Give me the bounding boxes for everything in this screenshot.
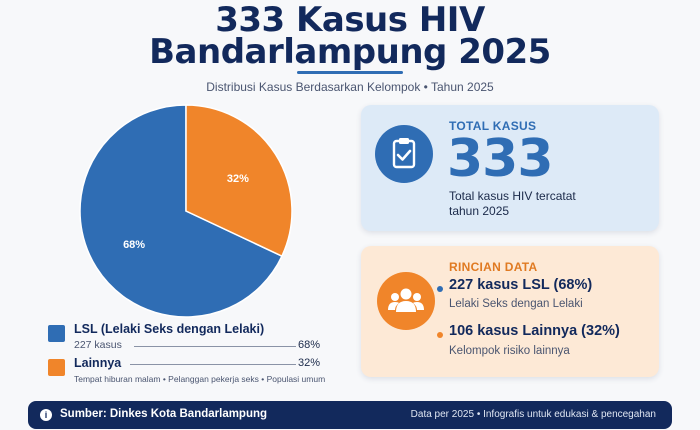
page-subtitle: Distribusi Kasus Berdasarkan Kelompok • … bbox=[206, 80, 494, 94]
bullet-dot-lainnya bbox=[437, 332, 443, 338]
info-icon: i bbox=[40, 409, 52, 421]
total-desc-line2: tahun 2025 bbox=[449, 204, 510, 218]
clipboard-check-icon bbox=[375, 125, 433, 183]
total-cases-value: 333 bbox=[447, 129, 554, 189]
legend-count-lsl: 227 kasus bbox=[74, 339, 122, 351]
total-card-description: Total kasus HIV tercatat tahun 2025 bbox=[449, 189, 639, 219]
legend-item-lsl: LSL (Lelaki Seks dengan Lelaki) 227 kasu… bbox=[48, 322, 338, 356]
detail-item-lainnya-title: 106 kasus Lainnya (32%) bbox=[449, 323, 620, 339]
legend-note: Tempat hiburan malam • Pelanggan pekerja… bbox=[74, 374, 326, 384]
total-card: TOTAL KASUS 333 Total kasus HIV tercatat… bbox=[361, 105, 659, 231]
total-card-label: TOTAL KASUS bbox=[449, 119, 537, 133]
legend-leader-line bbox=[130, 364, 296, 365]
detail-card-label: RINCIAN DATA bbox=[449, 260, 538, 274]
pie-data-label-lsl: 68% bbox=[123, 239, 145, 251]
detail-card: RINCIAN DATA 227 kasus LSL (68%) Lelaki … bbox=[361, 246, 659, 377]
legend-pct-lainnya: 32% bbox=[297, 357, 320, 369]
footer-source: Sumber: Dinkes Kota Bandarlampung bbox=[60, 408, 268, 420]
title-underline bbox=[297, 71, 403, 74]
page-title-line2: Bandarlampung 2025 bbox=[149, 32, 551, 72]
legend-pct-lsl: 68% bbox=[297, 339, 320, 351]
page-title-line1: 333 Kasus HIV bbox=[215, 0, 485, 40]
bullet-dot-lsl bbox=[437, 286, 443, 292]
legend-label-lsl: LSL (Lelaki Seks dengan Lelaki) bbox=[74, 322, 265, 336]
people-group-icon bbox=[377, 272, 435, 330]
detail-item-lsl-title: 227 kasus LSL (68%) bbox=[449, 277, 593, 293]
total-desc-line1: Total kasus HIV tercatat bbox=[449, 189, 576, 203]
legend-label-lainnya: Lainnya bbox=[74, 356, 122, 370]
pie-slice-lainnya bbox=[185, 104, 293, 258]
legend-swatch-lsl bbox=[48, 325, 65, 342]
pie-chart: 68% 32% bbox=[79, 104, 293, 318]
pie-slice-lsl bbox=[79, 104, 283, 318]
footer-bar: i Sumber: Dinkes Kota Bandarlampung Data… bbox=[28, 401, 672, 429]
pie-data-label-lainnya: 32% bbox=[227, 173, 249, 185]
legend-swatch-lainnya bbox=[48, 359, 65, 376]
legend-item-lainnya: Lainnya 32% bbox=[48, 356, 338, 390]
detail-item-lsl-sub: Lelaki Seks dengan Lelaki bbox=[449, 298, 583, 310]
chart-legend: LSL (Lelaki Seks dengan Lelaki) 227 kasu… bbox=[48, 322, 338, 390]
legend-leader-line bbox=[134, 346, 296, 347]
footer-note: Data per 2025 • Infografis untuk edukasi… bbox=[410, 409, 656, 420]
detail-item-lainnya-sub: Kelompok risiko lainnya bbox=[449, 345, 570, 357]
